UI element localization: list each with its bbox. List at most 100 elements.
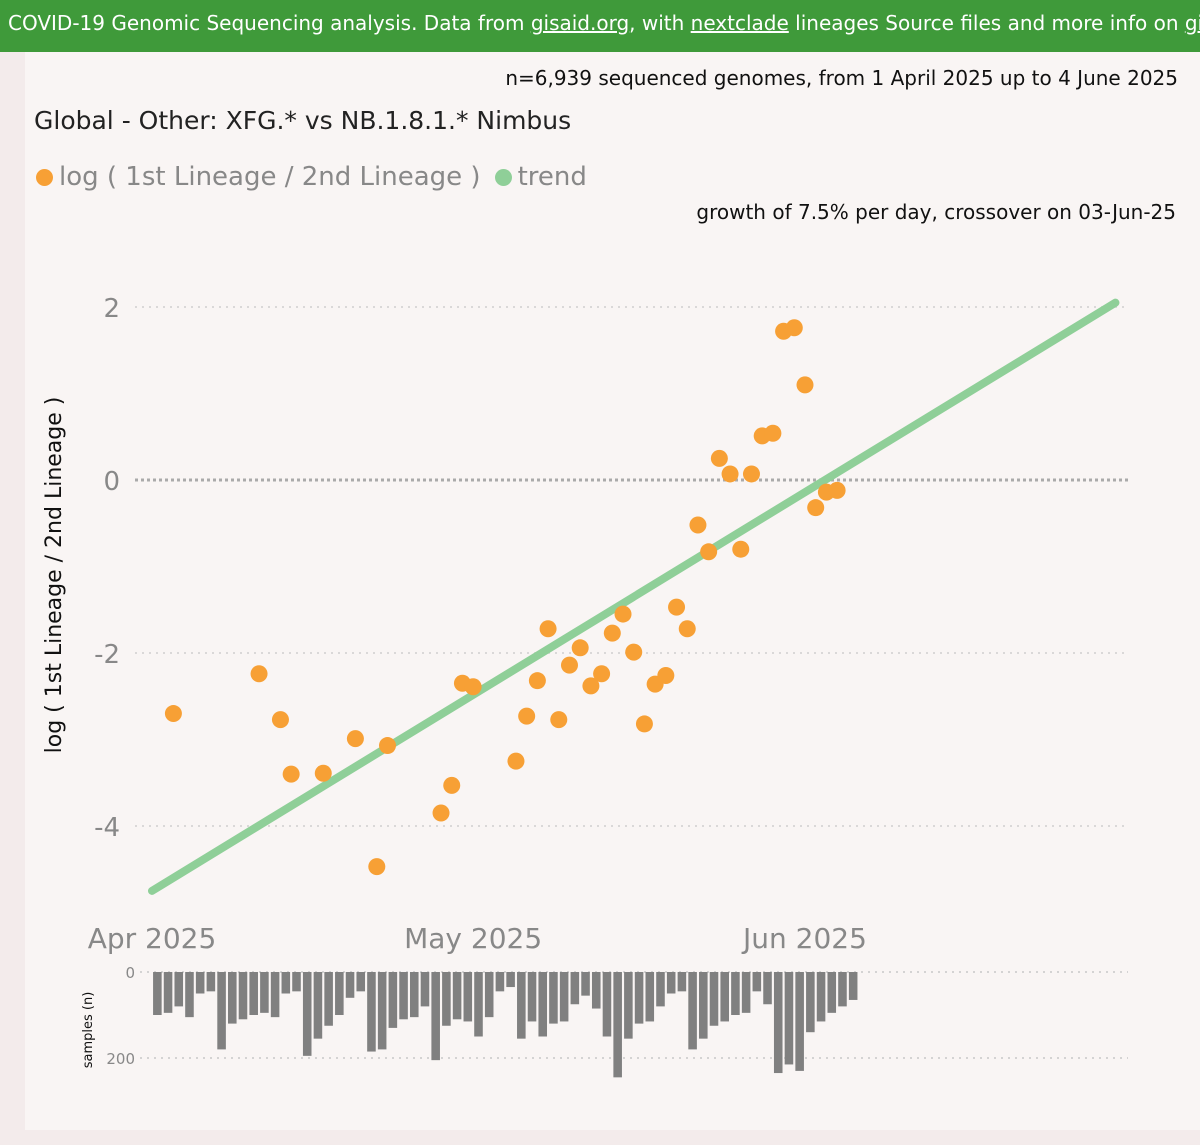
data-point (432, 804, 450, 822)
legend-label-points: log ( 1st Lineage / 2nd Lineage ) (59, 162, 481, 192)
data-point (785, 319, 803, 337)
data-point (528, 672, 546, 690)
banner-text-3: lineages Source files and more info on (788, 11, 1185, 35)
data-point (314, 764, 332, 782)
sample-bar (591, 972, 601, 1009)
orange-dot-icon (36, 168, 53, 186)
sample-bar (345, 972, 355, 998)
sample-bar (784, 972, 794, 1065)
data-point (764, 424, 782, 442)
sample-bar (195, 972, 205, 994)
sample-bar (399, 972, 408, 1020)
sample-bar (377, 972, 387, 1050)
nextclade-link[interactable]: nextclade (690, 11, 789, 35)
sample-bar (163, 972, 173, 1013)
sample-bar (474, 972, 483, 1037)
data-point (368, 858, 386, 876)
sample-bar (302, 972, 312, 1056)
sample-bar (613, 972, 622, 1078)
sample-bar (249, 972, 258, 1015)
sample-bar (645, 972, 655, 1022)
data-point (742, 465, 760, 483)
header-banner: COVID-19 Genomic Sequencing analysis. Da… (0, 0, 1200, 52)
data-point (571, 639, 589, 657)
sample-bar (795, 972, 804, 1071)
x-tick-label: Jun 2025 (741, 922, 867, 955)
data-point (603, 624, 621, 642)
data-point (507, 752, 525, 770)
sample-bar (228, 972, 237, 1024)
sample-bar (581, 972, 590, 996)
sample-count-subtitle: n=6,939 sequenced genomes, from 1 April … (505, 66, 1178, 90)
bar-y-axis-label: samples (n) (81, 992, 96, 1069)
github-link[interactable]: github (1184, 11, 1200, 35)
data-point (518, 707, 536, 725)
sample-bar (367, 972, 376, 1052)
legend-item-points: log ( 1st Lineage / 2nd Lineage ) (36, 162, 481, 192)
sample-bar (656, 972, 665, 1007)
sample-bar (463, 972, 473, 1022)
data-point (678, 620, 696, 638)
sample-bar (677, 972, 687, 992)
data-point (807, 499, 825, 517)
sample-bar (666, 972, 676, 994)
legend-item-trend: trend (494, 162, 587, 192)
gisaid-link[interactable]: gisaid.org (530, 11, 630, 35)
sample-bar (688, 972, 697, 1050)
sample-bar (731, 972, 740, 1015)
sample-bar (538, 972, 548, 1037)
growth-annotation: growth of 7.5% per day, crossover on 03-… (696, 200, 1176, 224)
sample-bar (741, 972, 751, 1013)
sample-bar (506, 972, 515, 988)
data-point (282, 765, 300, 783)
sample-bar (634, 972, 644, 1024)
data-point (614, 605, 632, 623)
sample-bar (185, 972, 194, 1018)
data-point (582, 677, 600, 695)
sample-bar (292, 972, 301, 992)
banner-text-2: , with (629, 11, 691, 35)
sample-bar (773, 972, 783, 1074)
trend-line (148, 298, 1120, 895)
sample-bar (409, 972, 419, 1018)
sample-bar (838, 972, 847, 1007)
sample-bar (699, 972, 708, 1039)
data-point (550, 711, 568, 729)
data-point (379, 737, 397, 755)
data-point (828, 481, 846, 499)
data-point (721, 465, 739, 483)
chart-panel (25, 52, 1200, 1130)
data-point (710, 449, 728, 467)
bar-y-tick-label: 200 (106, 1050, 135, 1068)
sample-bar (270, 972, 280, 1018)
sample-bar (806, 972, 815, 1033)
sample-bar (388, 972, 398, 1028)
data-point (689, 516, 707, 534)
sample-bar (217, 972, 226, 1050)
sample-bar (153, 972, 162, 1015)
sample-bar (442, 972, 451, 1026)
sample-bar (752, 972, 762, 992)
x-tick-label: Apr 2025 (88, 922, 217, 955)
sample-bar (431, 972, 440, 1061)
data-point (464, 678, 482, 696)
data-point (796, 376, 814, 394)
data-point (700, 543, 718, 561)
sample-bar (281, 972, 291, 994)
y-axis-label: log ( 1st Lineage / 2nd Lineage ) (42, 397, 67, 754)
chart-legend: log ( 1st Lineage / 2nd Lineage ) trend (36, 162, 601, 192)
sample-bar (452, 972, 462, 1020)
sample-bar (174, 972, 184, 1007)
x-tick-label: May 2025 (404, 922, 542, 955)
sample-bar (238, 972, 248, 1020)
sample-bar (335, 972, 344, 1015)
sample-bar (602, 972, 612, 1037)
sample-bar (313, 972, 323, 1039)
sample-bar (816, 972, 826, 1022)
sample-bar (356, 972, 366, 992)
sample-bar (559, 972, 569, 1022)
y-tick-label: 0 (103, 467, 120, 497)
sample-bar (848, 972, 858, 1000)
sample-bar (495, 972, 505, 992)
